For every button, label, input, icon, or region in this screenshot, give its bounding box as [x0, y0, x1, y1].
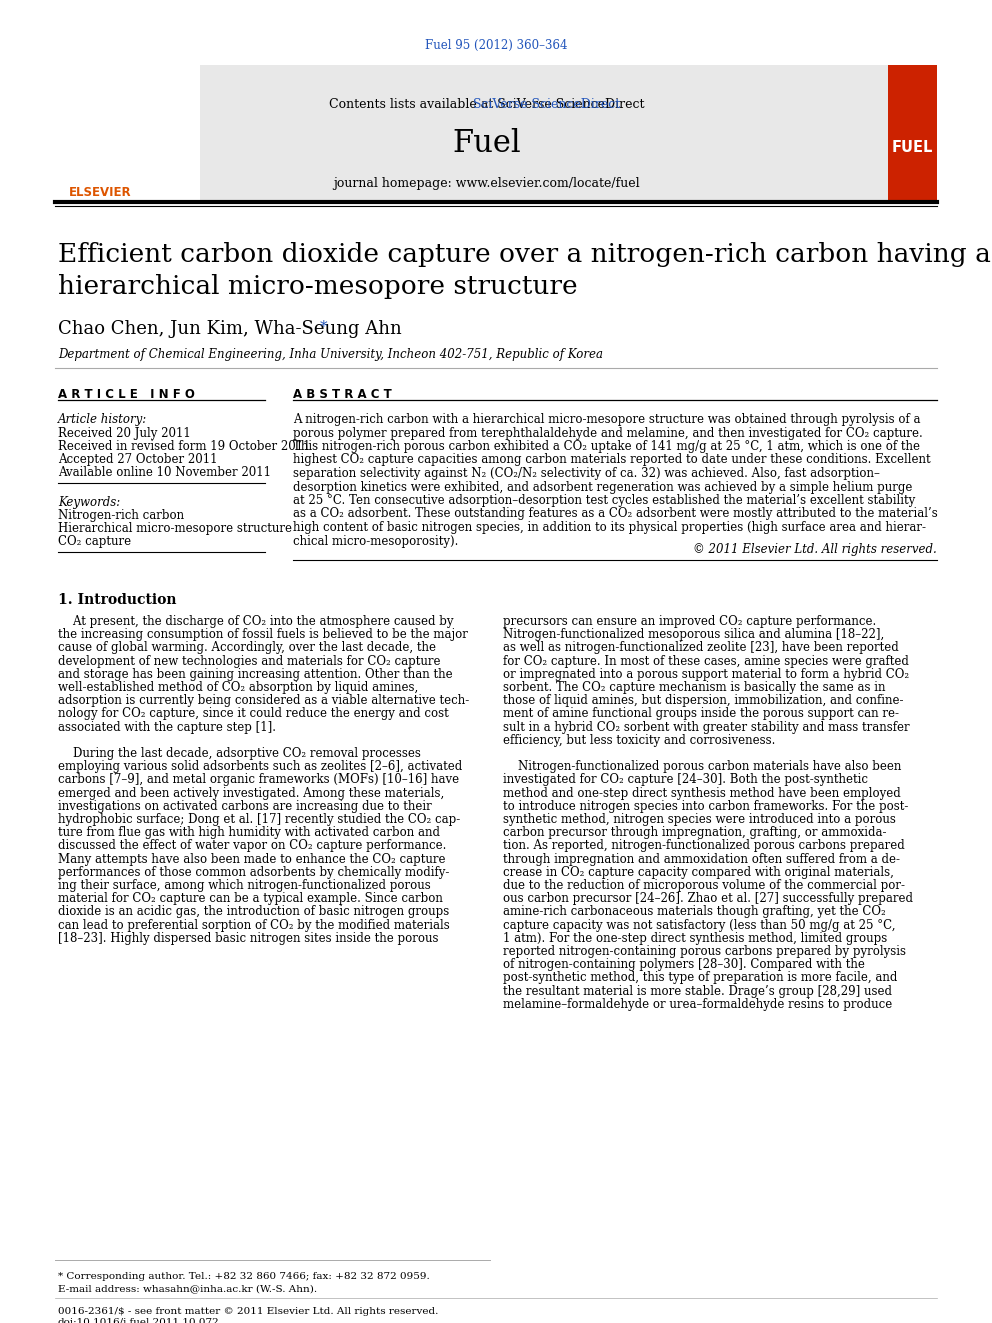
Text: hydrophobic surface; Dong et al. [17] recently studied the CO₂ cap-: hydrophobic surface; Dong et al. [17] re…	[58, 814, 460, 826]
Text: desorption kinetics were exhibited, and adsorbent regeneration was achieved by a: desorption kinetics were exhibited, and …	[293, 480, 913, 493]
Text: chical micro-mesoporosity).: chical micro-mesoporosity).	[293, 534, 458, 548]
Text: discussed the effect of water vapor on CO₂ capture performance.: discussed the effect of water vapor on C…	[58, 839, 446, 852]
Text: journal homepage: www.elsevier.com/locate/fuel: journal homepage: www.elsevier.com/locat…	[333, 176, 640, 189]
Text: dioxide is an acidic gas, the introduction of basic nitrogen groups: dioxide is an acidic gas, the introducti…	[58, 905, 449, 918]
Text: Department of Chemical Engineering, Inha University, Incheon 402-751, Republic o: Department of Chemical Engineering, Inha…	[58, 348, 603, 361]
Text: SciVerse ScienceDirect: SciVerse ScienceDirect	[353, 98, 621, 111]
Text: method and one-step direct synthesis method have been employed: method and one-step direct synthesis met…	[503, 787, 901, 799]
Text: ture from flue gas with high humidity with activated carbon and: ture from flue gas with high humidity wi…	[58, 826, 440, 839]
Text: Fuel: Fuel	[452, 127, 522, 159]
FancyBboxPatch shape	[55, 65, 937, 200]
Text: 0016-2361/$ - see front matter © 2011 Elsevier Ltd. All rights reserved.: 0016-2361/$ - see front matter © 2011 El…	[58, 1307, 438, 1316]
Text: Nitrogen-functionalized porous carbon materials have also been: Nitrogen-functionalized porous carbon ma…	[503, 761, 902, 773]
Text: amine-rich carbonaceous materials though grafting, yet the CO₂: amine-rich carbonaceous materials though…	[503, 905, 886, 918]
Text: carbon precursor through impregnation, grafting, or ammoxida-: carbon precursor through impregnation, g…	[503, 826, 887, 839]
Text: for CO₂ capture. In most of these cases, amine species were grafted: for CO₂ capture. In most of these cases,…	[503, 655, 909, 668]
Text: precursors can ensure an improved CO₂ capture performance.: precursors can ensure an improved CO₂ ca…	[503, 615, 876, 628]
Text: nology for CO₂ capture, since it could reduce the energy and cost: nology for CO₂ capture, since it could r…	[58, 708, 448, 721]
Text: of nitrogen-containing polymers [28–30]. Compared with the: of nitrogen-containing polymers [28–30].…	[503, 958, 865, 971]
Text: doi:10.1016/j.fuel.2011.10.072: doi:10.1016/j.fuel.2011.10.072	[58, 1318, 220, 1323]
Text: melamine–formaldehyde or urea–formaldehyde resins to produce: melamine–formaldehyde or urea–formaldehy…	[503, 998, 892, 1011]
Text: ing their surface, among which nitrogen-functionalized porous: ing their surface, among which nitrogen-…	[58, 878, 431, 892]
Text: performances of those common adsorbents by chemically modify-: performances of those common adsorbents …	[58, 865, 449, 878]
Text: Chao Chen, Jun Kim, Wha-Seung Ahn: Chao Chen, Jun Kim, Wha-Seung Ahn	[58, 320, 402, 337]
Text: Received in revised form 19 October 2011: Received in revised form 19 October 2011	[58, 441, 310, 452]
Text: high content of basic nitrogen species, in addition to its physical properties (: high content of basic nitrogen species, …	[293, 521, 926, 534]
Text: 1 atm). For the one-step direct synthesis method, limited groups: 1 atm). For the one-step direct synthesi…	[503, 931, 887, 945]
Text: efficiency, but less toxicity and corrosiveness.: efficiency, but less toxicity and corros…	[503, 734, 776, 746]
Text: post-synthetic method, this type of preparation is more facile, and: post-synthetic method, this type of prep…	[503, 971, 898, 984]
Text: well-established method of CO₂ absorption by liquid amines,: well-established method of CO₂ absorptio…	[58, 681, 419, 695]
Text: FUEL: FUEL	[892, 140, 932, 156]
Text: Article history:: Article history:	[58, 413, 147, 426]
Text: crease in CO₂ capture capacity compared with original materials,: crease in CO₂ capture capacity compared …	[503, 865, 894, 878]
Text: This nitrogen-rich porous carbon exhibited a CO₂ uptake of 141 mg/g at 25 °C, 1 : This nitrogen-rich porous carbon exhibit…	[293, 441, 920, 452]
Text: *: *	[320, 320, 327, 333]
Text: © 2011 Elsevier Ltd. All rights reserved.: © 2011 Elsevier Ltd. All rights reserved…	[693, 542, 937, 556]
Text: porous polymer prepared from terephthalaldehyde and melamine, and then investiga: porous polymer prepared from terephthala…	[293, 426, 923, 439]
Text: At present, the discharge of CO₂ into the atmosphere caused by: At present, the discharge of CO₂ into th…	[58, 615, 453, 628]
Text: Many attempts have also been made to enhance the CO₂ capture: Many attempts have also been made to enh…	[58, 852, 445, 865]
Text: ment of amine functional groups inside the porous support can re-: ment of amine functional groups inside t…	[503, 708, 899, 721]
Text: to introduce nitrogen species into carbon frameworks. For the post-: to introduce nitrogen species into carbo…	[503, 800, 909, 812]
Text: material for CO₂ capture can be a typical example. Since carbon: material for CO₂ capture can be a typica…	[58, 892, 442, 905]
Text: * Corresponding author. Tel.: +82 32 860 7466; fax: +82 32 872 0959.: * Corresponding author. Tel.: +82 32 860…	[58, 1271, 430, 1281]
Text: Nitrogen-rich carbon: Nitrogen-rich carbon	[58, 509, 185, 523]
Text: as well as nitrogen-functionalized zeolite [23], have been reported: as well as nitrogen-functionalized zeoli…	[503, 642, 899, 655]
Text: A R T I C L E   I N F O: A R T I C L E I N F O	[58, 388, 194, 401]
Text: [18–23]. Highly dispersed basic nitrogen sites inside the porous: [18–23]. Highly dispersed basic nitrogen…	[58, 931, 438, 945]
Text: A B S T R A C T: A B S T R A C T	[293, 388, 392, 401]
FancyBboxPatch shape	[55, 65, 200, 200]
Text: emerged and been actively investigated. Among these materials,: emerged and been actively investigated. …	[58, 787, 444, 799]
Text: tion. As reported, nitrogen-functionalized porous carbons prepared: tion. As reported, nitrogen-functionaliz…	[503, 839, 905, 852]
Text: Received 20 July 2011: Received 20 July 2011	[58, 427, 190, 441]
Text: ous carbon precursor [24–26]. Zhao et al. [27] successfully prepared: ous carbon precursor [24–26]. Zhao et al…	[503, 892, 913, 905]
Text: E-mail address: whasahn@inha.ac.kr (W.-S. Ahn).: E-mail address: whasahn@inha.ac.kr (W.-S…	[58, 1285, 317, 1293]
Text: During the last decade, adsorptive CO₂ removal processes: During the last decade, adsorptive CO₂ r…	[58, 747, 421, 759]
Text: Contents lists available at SciVerse ScienceDirect: Contents lists available at SciVerse Sci…	[329, 98, 645, 111]
Text: highest CO₂ capture capacities among carbon materials reported to date under the: highest CO₂ capture capacities among car…	[293, 454, 930, 467]
Text: the resultant material is more stable. Drage’s group [28,29] used: the resultant material is more stable. D…	[503, 984, 892, 998]
Text: sorbent. The CO₂ capture mechanism is basically the same as in: sorbent. The CO₂ capture mechanism is ba…	[503, 681, 886, 695]
Text: or impregnated into a porous support material to form a hybrid CO₂: or impregnated into a porous support mat…	[503, 668, 909, 681]
Text: 1. Introduction: 1. Introduction	[58, 593, 177, 607]
Text: those of liquid amines, but dispersion, immobilization, and confine-: those of liquid amines, but dispersion, …	[503, 695, 904, 708]
Text: cause of global warming. Accordingly, over the last decade, the: cause of global warming. Accordingly, ov…	[58, 642, 436, 655]
Text: Efficient carbon dioxide capture over a nitrogen-rich carbon having a
hierarchic: Efficient carbon dioxide capture over a …	[58, 242, 991, 299]
Text: Fuel 95 (2012) 360–364: Fuel 95 (2012) 360–364	[425, 38, 567, 52]
Text: Keywords:: Keywords:	[58, 496, 120, 509]
Text: ELSEVIER: ELSEVIER	[68, 187, 131, 200]
Text: capture capacity was not satisfactory (less than 50 mg/g at 25 °C,: capture capacity was not satisfactory (l…	[503, 918, 896, 931]
Text: Nitrogen-functionalized mesoporous silica and alumina [18–22],: Nitrogen-functionalized mesoporous silic…	[503, 628, 884, 642]
Text: the increasing consumption of fossil fuels is believed to be the major: the increasing consumption of fossil fue…	[58, 628, 468, 642]
Text: can lead to preferential sorption of CO₂ by the modified materials: can lead to preferential sorption of CO₂…	[58, 918, 449, 931]
Text: Hierarchical micro-mesopore structure: Hierarchical micro-mesopore structure	[58, 523, 292, 534]
Text: adsorption is currently being considered as a viable alternative tech-: adsorption is currently being considered…	[58, 695, 469, 708]
Text: due to the reduction of microporous volume of the commercial por-: due to the reduction of microporous volu…	[503, 878, 905, 892]
Text: synthetic method, nitrogen species were introduced into a porous: synthetic method, nitrogen species were …	[503, 814, 896, 826]
Text: investigated for CO₂ capture [24–30]. Both the post-synthetic: investigated for CO₂ capture [24–30]. Bo…	[503, 774, 868, 786]
Text: sult in a hybrid CO₂ sorbent with greater stability and mass transfer: sult in a hybrid CO₂ sorbent with greate…	[503, 721, 910, 733]
Text: development of new technologies and materials for CO₂ capture: development of new technologies and mate…	[58, 655, 440, 668]
Text: Available online 10 November 2011: Available online 10 November 2011	[58, 466, 271, 479]
Text: at 25 °C. Ten consecutive adsorption–desorption test cycles established the mate: at 25 °C. Ten consecutive adsorption–des…	[293, 493, 916, 507]
Text: A nitrogen-rich carbon with a hierarchical micro-mesopore structure was obtained: A nitrogen-rich carbon with a hierarchic…	[293, 413, 921, 426]
FancyBboxPatch shape	[888, 65, 937, 200]
Text: associated with the capture step [1].: associated with the capture step [1].	[58, 721, 276, 733]
Text: Accepted 27 October 2011: Accepted 27 October 2011	[58, 452, 217, 466]
Text: through impregnation and ammoxidation often suffered from a de-: through impregnation and ammoxidation of…	[503, 852, 900, 865]
Text: carbons [7–9], and metal organic frameworks (MOFs) [10–16] have: carbons [7–9], and metal organic framewo…	[58, 774, 459, 786]
Text: as a CO₂ adsorbent. These outstanding features as a CO₂ adsorbent were mostly at: as a CO₂ adsorbent. These outstanding fe…	[293, 508, 937, 520]
Text: CO₂ capture: CO₂ capture	[58, 534, 131, 548]
Text: and storage has been gaining increasing attention. Other than the: and storage has been gaining increasing …	[58, 668, 452, 681]
Text: separation selectivity against N₂ (CO₂/N₂ selectivity of ca. 32) was achieved. A: separation selectivity against N₂ (CO₂/N…	[293, 467, 880, 480]
Text: reported nitrogen-containing porous carbons prepared by pyrolysis: reported nitrogen-containing porous carb…	[503, 945, 906, 958]
Text: investigations on activated carbons are increasing due to their: investigations on activated carbons are …	[58, 800, 432, 812]
Text: employing various solid adsorbents such as zeolites [2–6], activated: employing various solid adsorbents such …	[58, 761, 462, 773]
